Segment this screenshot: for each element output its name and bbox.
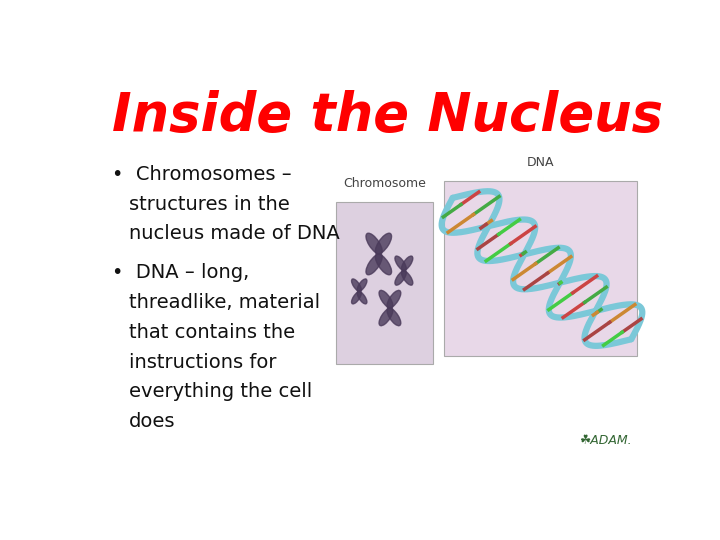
Text: Chromosome: Chromosome [343,177,426,190]
Ellipse shape [395,256,406,271]
Ellipse shape [351,279,361,292]
Ellipse shape [379,308,393,326]
Ellipse shape [366,254,382,275]
Text: ☘ADAM.: ☘ADAM. [579,434,631,447]
Text: everything the cell: everything the cell [129,382,312,401]
Text: •  DNA – long,: • DNA – long, [112,263,250,282]
FancyBboxPatch shape [444,181,637,356]
Ellipse shape [395,271,406,285]
Text: nucleus made of DNA: nucleus made of DNA [129,225,340,244]
Text: that contains the: that contains the [129,322,295,342]
Ellipse shape [387,291,401,308]
Text: instructions for: instructions for [129,353,276,372]
Text: Inside the Nucleus: Inside the Nucleus [112,90,663,141]
Text: does: does [129,413,176,431]
Ellipse shape [366,233,382,254]
Ellipse shape [402,256,413,271]
Ellipse shape [375,254,392,275]
Ellipse shape [357,291,367,304]
Ellipse shape [375,233,392,254]
Ellipse shape [402,271,413,285]
Text: •  Chromosomes –: • Chromosomes – [112,165,292,184]
Ellipse shape [387,308,401,326]
Ellipse shape [357,279,367,292]
Ellipse shape [351,291,361,304]
Text: structures in the: structures in the [129,194,290,213]
Ellipse shape [379,291,393,308]
Text: threadlike, material: threadlike, material [129,293,320,312]
Text: DNA: DNA [527,156,554,168]
FancyBboxPatch shape [336,202,433,364]
